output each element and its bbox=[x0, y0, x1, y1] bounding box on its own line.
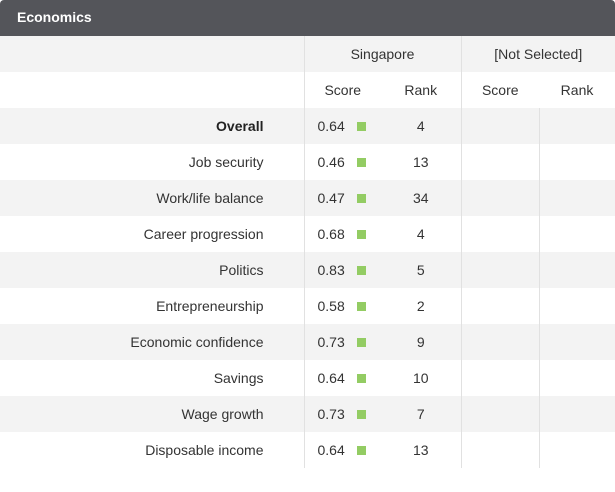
table-row: Overall 0.64 4 bbox=[0, 108, 615, 144]
empty-rank-cell bbox=[538, 324, 615, 360]
rank-header: Rank bbox=[381, 72, 462, 108]
row-label: Savings bbox=[0, 360, 304, 396]
empty-score-cell bbox=[460, 108, 540, 144]
table-row: Economic confidence 0.73 9 bbox=[0, 324, 615, 360]
rank-value: 10 bbox=[381, 360, 462, 396]
empty-score-cell bbox=[460, 144, 540, 180]
score-cell: 0.83 bbox=[303, 252, 381, 288]
empty-rank-cell bbox=[538, 288, 615, 324]
rank-value: 7 bbox=[381, 396, 462, 432]
table-row: Job security 0.46 13 bbox=[0, 144, 615, 180]
score-cell: 0.68 bbox=[303, 216, 381, 252]
empty-score-cell bbox=[460, 252, 540, 288]
score-cell: 0.73 bbox=[303, 324, 381, 360]
score-cell: 0.64 bbox=[303, 108, 381, 144]
score-cell: 0.58 bbox=[303, 288, 381, 324]
row-label: Job security bbox=[0, 144, 304, 180]
empty-rank-cell bbox=[538, 180, 615, 216]
score-value: 0.83 bbox=[317, 262, 345, 278]
score-header: Score bbox=[303, 72, 381, 108]
blank-cell bbox=[0, 36, 304, 72]
table-row: Politics 0.83 5 bbox=[0, 252, 615, 288]
score-cell: 0.47 bbox=[303, 180, 381, 216]
empty-score-cell bbox=[460, 288, 540, 324]
score-cell: 0.64 bbox=[303, 432, 381, 468]
empty-score-cell bbox=[460, 216, 540, 252]
score-cell: 0.46 bbox=[303, 144, 381, 180]
row-label: Wage growth bbox=[0, 396, 304, 432]
rank-value: 13 bbox=[381, 432, 462, 468]
row-label: Overall bbox=[0, 108, 304, 144]
section-header: Economics bbox=[0, 0, 615, 36]
score-indicator-icon bbox=[356, 122, 366, 131]
row-label: Disposable income bbox=[0, 432, 304, 468]
row-label: Economic confidence bbox=[0, 324, 304, 360]
rank-value: 34 bbox=[381, 180, 462, 216]
score-value: 0.46 bbox=[317, 154, 345, 170]
country-header-row: Singapore [Not Selected] bbox=[0, 36, 615, 72]
table-row: Work/life balance 0.47 34 bbox=[0, 180, 615, 216]
empty-score-cell bbox=[460, 180, 540, 216]
empty-rank-cell bbox=[538, 396, 615, 432]
row-label: Politics bbox=[0, 252, 304, 288]
bottom-margin bbox=[0, 468, 615, 492]
score-value: 0.64 bbox=[317, 370, 345, 386]
score-indicator-icon bbox=[356, 302, 366, 311]
country-name-singapore: Singapore bbox=[303, 36, 462, 72]
rank-value: 4 bbox=[381, 216, 462, 252]
table-row: Entrepreneurship 0.58 2 bbox=[0, 288, 615, 324]
empty-rank-cell bbox=[538, 144, 615, 180]
score-indicator-icon bbox=[356, 230, 366, 239]
empty-score-cell bbox=[460, 432, 540, 468]
empty-score-cell bbox=[460, 324, 540, 360]
score-indicator-icon bbox=[356, 338, 366, 347]
score-value: 0.64 bbox=[317, 118, 345, 134]
rank-value: 4 bbox=[381, 108, 462, 144]
score-cell: 0.73 bbox=[303, 396, 381, 432]
score-value: 0.73 bbox=[317, 334, 345, 350]
rank-header: Rank bbox=[539, 72, 615, 108]
empty-rank-cell bbox=[538, 432, 615, 468]
table-row: Disposable income 0.64 13 bbox=[0, 432, 615, 468]
rank-value: 9 bbox=[381, 324, 462, 360]
country-name-not-selected[interactable]: [Not Selected] bbox=[460, 36, 615, 72]
score-indicator-icon bbox=[356, 194, 366, 203]
score-indicator-icon bbox=[356, 446, 366, 455]
empty-score-cell bbox=[460, 396, 540, 432]
blank-cell bbox=[0, 72, 304, 108]
rank-value: 13 bbox=[381, 144, 462, 180]
table-row: Wage growth 0.73 7 bbox=[0, 396, 615, 432]
row-label: Work/life balance bbox=[0, 180, 304, 216]
score-value: 0.68 bbox=[317, 226, 345, 242]
rank-value: 2 bbox=[381, 288, 462, 324]
score-indicator-icon bbox=[356, 266, 366, 275]
table-row: Career progression 0.68 4 bbox=[0, 216, 615, 252]
score-cell: 0.64 bbox=[303, 360, 381, 396]
empty-rank-cell bbox=[538, 216, 615, 252]
column-header-row: Score Rank Score Rank bbox=[0, 72, 615, 108]
rank-value: 5 bbox=[381, 252, 462, 288]
section-title: Economics bbox=[17, 9, 92, 25]
score-header: Score bbox=[460, 72, 540, 108]
row-label: Entrepreneurship bbox=[0, 288, 304, 324]
empty-rank-cell bbox=[538, 360, 615, 396]
score-indicator-icon bbox=[356, 374, 366, 383]
score-value: 0.58 bbox=[317, 298, 345, 314]
table-row: Savings 0.64 10 bbox=[0, 360, 615, 396]
score-indicator-icon bbox=[356, 410, 366, 419]
score-value: 0.64 bbox=[317, 442, 345, 458]
score-value: 0.73 bbox=[317, 406, 345, 422]
row-label: Career progression bbox=[0, 216, 304, 252]
empty-score-cell bbox=[460, 360, 540, 396]
score-indicator-icon bbox=[356, 158, 366, 167]
economics-table: Singapore [Not Selected] Score Rank Scor… bbox=[0, 36, 615, 468]
empty-rank-cell bbox=[538, 108, 615, 144]
empty-rank-cell bbox=[538, 252, 615, 288]
score-value: 0.47 bbox=[317, 190, 345, 206]
